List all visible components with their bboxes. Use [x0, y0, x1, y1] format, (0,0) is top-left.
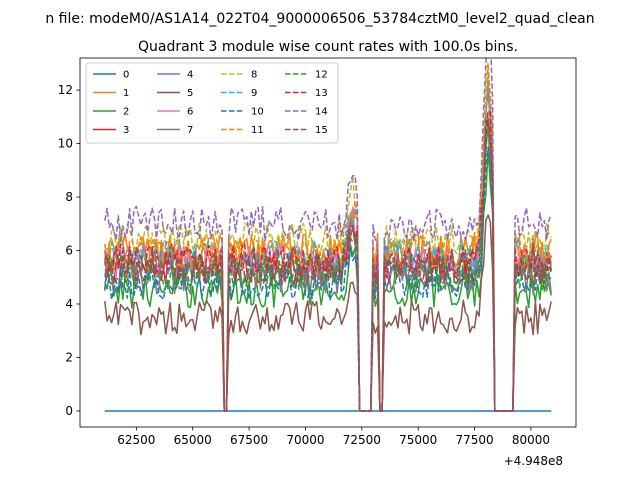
y-tick-label: 10: [58, 137, 73, 151]
legend-label-10: 10: [251, 107, 264, 118]
y-tick-label: 12: [58, 83, 73, 97]
y-axis: 0 2 4 6 8 10 12: [58, 83, 80, 418]
legend-label-0: 0: [123, 70, 129, 81]
y-tick-label: 4: [65, 297, 73, 311]
series-line-12: [104, 118, 552, 412]
y-tick-label: 8: [65, 190, 73, 204]
legend-label-15: 15: [315, 125, 328, 136]
series-line-14: [104, 58, 552, 412]
legend-label-1: 1: [123, 88, 129, 99]
legend-label-12: 12: [315, 70, 328, 81]
x-tick-label: 70000: [286, 433, 324, 447]
x-tick-label: 62500: [117, 433, 155, 447]
legend-label-3: 3: [123, 125, 129, 136]
y-tick-label: 6: [65, 244, 73, 258]
legend-label-8: 8: [251, 70, 257, 81]
x-tick-label: 77500: [455, 433, 493, 447]
series-lines: [104, 58, 552, 412]
figure-title: n file: modeM0/AS1A14_022T04_9000006506_…: [45, 11, 594, 27]
plot-area: [79, 57, 577, 428]
legend-label-6: 6: [187, 107, 193, 118]
legend-box: [85, 62, 339, 144]
legend-label-5: 5: [187, 88, 193, 99]
x-tick-label: 67500: [230, 433, 268, 447]
legend-label-4: 4: [187, 70, 193, 81]
y-tick-label: 2: [65, 350, 73, 364]
series-line-15: [104, 115, 552, 412]
legend-label-7: 7: [187, 125, 193, 136]
y-tick-label: 0: [65, 404, 73, 418]
x-tick-label: 72500: [343, 433, 381, 447]
x-offset-label: +4.948e8: [504, 454, 563, 468]
x-tick-label: 65000: [174, 433, 212, 447]
x-tick-label: 75000: [399, 433, 437, 447]
chart-title: Quadrant 3 module wise count rates with …: [138, 39, 518, 55]
x-axis: 62500 65000 67500 70000 72500 75000 77500 80000: [117, 427, 550, 447]
legend-label-11: 11: [251, 125, 264, 136]
legend-label-14: 14: [315, 107, 328, 118]
series-line-5: [104, 214, 552, 412]
legend-label-9: 9: [251, 88, 257, 99]
legend-label-13: 13: [315, 88, 328, 99]
plot-frame: [79, 57, 577, 428]
x-tick-label: 80000: [512, 433, 550, 447]
legend-label-2: 2: [123, 107, 129, 118]
